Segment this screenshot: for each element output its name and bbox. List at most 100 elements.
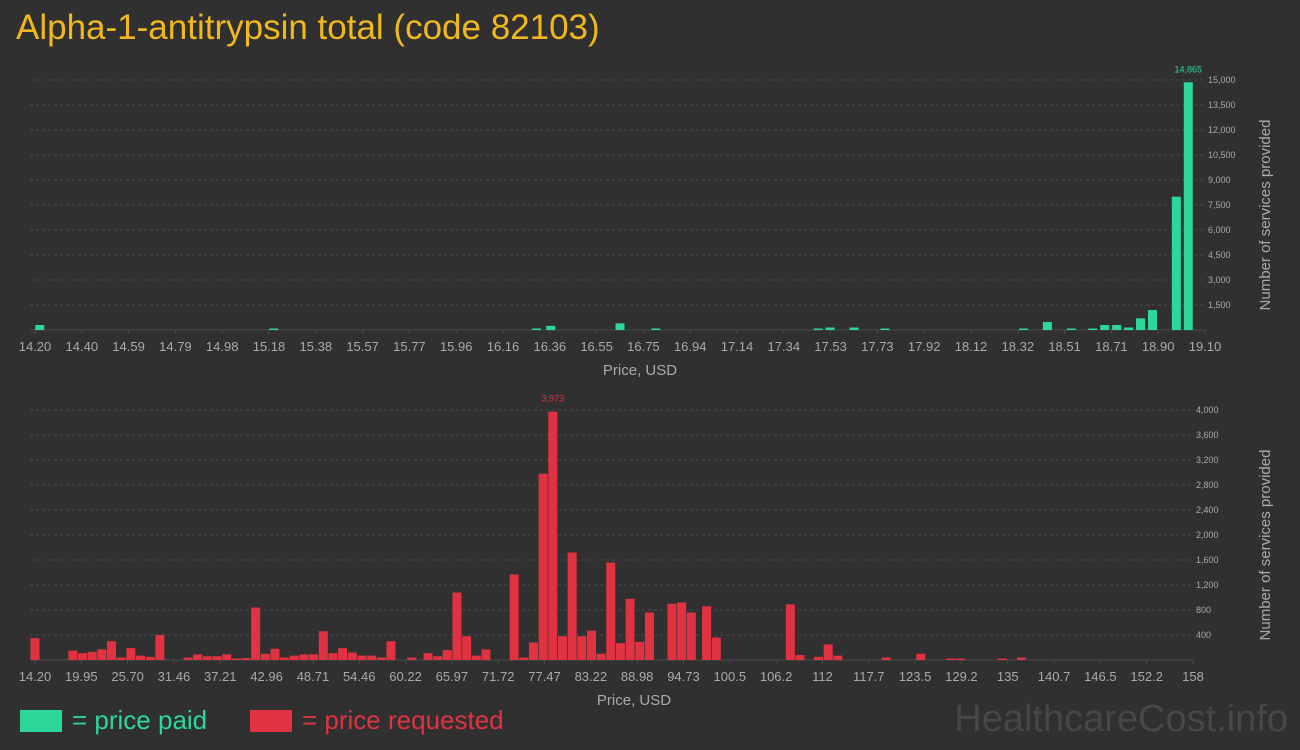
x-tick-label: 71.72 — [482, 669, 515, 684]
y-axis-label: Number of services provided — [1257, 120, 1274, 311]
y-tick-label: 2,800 — [1196, 480, 1219, 490]
bar — [269, 328, 279, 330]
x-tick-label: 140.7 — [1038, 669, 1071, 684]
bar — [586, 630, 596, 660]
bar — [1147, 310, 1157, 330]
y-axis-label: Number of services provided — [1257, 450, 1274, 641]
bar — [407, 657, 417, 660]
x-tick-label: 18.32 — [1002, 339, 1035, 354]
x-tick-label: 14.98 — [206, 339, 239, 354]
bar — [433, 656, 443, 660]
y-tick-label: 10,500 — [1208, 150, 1236, 160]
bar — [367, 655, 377, 660]
bar — [644, 612, 654, 660]
bar — [471, 655, 481, 660]
x-tick-label: 31.46 — [158, 669, 191, 684]
y-tick-label: 1,500 — [1208, 300, 1231, 310]
y-tick-label: 7,500 — [1208, 200, 1231, 210]
x-tick-label: 152.2 — [1130, 669, 1163, 684]
x-tick-label: 100.5 — [714, 669, 747, 684]
x-tick-label: 65.97 — [436, 669, 469, 684]
y-tick-label: 9,000 — [1208, 175, 1231, 185]
y-tick-label: 3,000 — [1208, 275, 1231, 285]
y-tick-label: 1,200 — [1196, 580, 1219, 590]
bar — [1112, 325, 1122, 330]
bar — [813, 328, 823, 330]
bar — [452, 592, 462, 660]
y-tick-label: 12,000 — [1208, 125, 1236, 135]
x-tick-label: 77.47 — [528, 669, 561, 684]
x-tick-label: 14.20 — [19, 669, 52, 684]
legend-price-requested: = price requested — [250, 705, 504, 736]
y-tick-label: 13,500 — [1208, 100, 1236, 110]
x-tick-label: 16.55 — [580, 339, 613, 354]
bar — [1042, 322, 1052, 330]
bar — [386, 641, 396, 660]
y-tick-label: 4,500 — [1208, 250, 1231, 260]
bar — [97, 649, 107, 660]
bar — [212, 656, 222, 660]
bar — [686, 612, 696, 660]
x-tick-label: 94.73 — [667, 669, 700, 684]
x-tick-label: 88.98 — [621, 669, 654, 684]
bar — [881, 657, 891, 660]
bar — [270, 648, 280, 660]
bar — [509, 574, 519, 660]
x-tick-label: 117.7 — [853, 669, 885, 684]
bar — [347, 652, 357, 660]
bar — [135, 655, 145, 660]
x-tick-label: 17.92 — [908, 339, 941, 354]
bar — [596, 653, 606, 660]
bar — [1016, 657, 1026, 660]
bar — [145, 656, 155, 660]
bar — [376, 657, 386, 660]
bar — [299, 654, 309, 660]
x-tick-label: 15.18 — [253, 339, 286, 354]
bar — [825, 327, 835, 330]
y-tick-label: 4,000 — [1196, 405, 1219, 415]
bar — [442, 650, 452, 660]
x-tick-label: 158 — [1182, 669, 1204, 684]
chart-price-paid: 1,500 3,000 4,500 6,000 7,500 9,000 10,500 12,0… — [19, 64, 1274, 379]
bar — [193, 654, 203, 660]
bar — [955, 658, 965, 660]
x-tick-label: 15.38 — [300, 339, 333, 354]
bar — [711, 637, 721, 660]
x-tick-label: 15.96 — [440, 339, 473, 354]
legend-swatch-paid — [20, 709, 62, 732]
bar — [615, 643, 625, 660]
x-tick-label: 16.16 — [487, 339, 520, 354]
bar — [1019, 328, 1029, 330]
bar — [35, 325, 45, 330]
bar — [318, 631, 328, 660]
x-tick-label: 18.90 — [1142, 339, 1175, 354]
x-tick-label: 60.22 — [389, 669, 422, 684]
legend-label-requested: = price requested — [302, 705, 504, 735]
x-tick-label: 14.40 — [66, 339, 99, 354]
x-tick-label: 17.53 — [814, 339, 847, 354]
bar — [241, 658, 251, 660]
x-tick-label: 14.59 — [112, 339, 145, 354]
x-tick-label: 18.51 — [1048, 339, 1081, 354]
bar — [107, 641, 117, 660]
x-tick-label: 17.73 — [861, 339, 894, 354]
x-tick-label: 123.5 — [899, 669, 932, 684]
bar — [625, 598, 635, 660]
bar — [309, 654, 319, 660]
x-tick-label: 16.36 — [534, 339, 567, 354]
bar — [251, 607, 261, 660]
bar — [78, 653, 88, 660]
bar — [849, 327, 859, 330]
bar — [116, 657, 126, 660]
bar — [87, 651, 97, 660]
bar — [1171, 196, 1181, 330]
x-tick-label: 54.46 — [343, 669, 376, 684]
bar — [833, 655, 843, 660]
y-tick-label: 15,000 — [1208, 75, 1236, 85]
bar — [462, 636, 472, 660]
bar — [702, 606, 712, 660]
y-tick-label: 3,200 — [1196, 455, 1219, 465]
peak-value-label: 3,973 — [542, 394, 565, 404]
x-tick-label: 18.12 — [955, 339, 988, 354]
bar — [289, 655, 299, 660]
